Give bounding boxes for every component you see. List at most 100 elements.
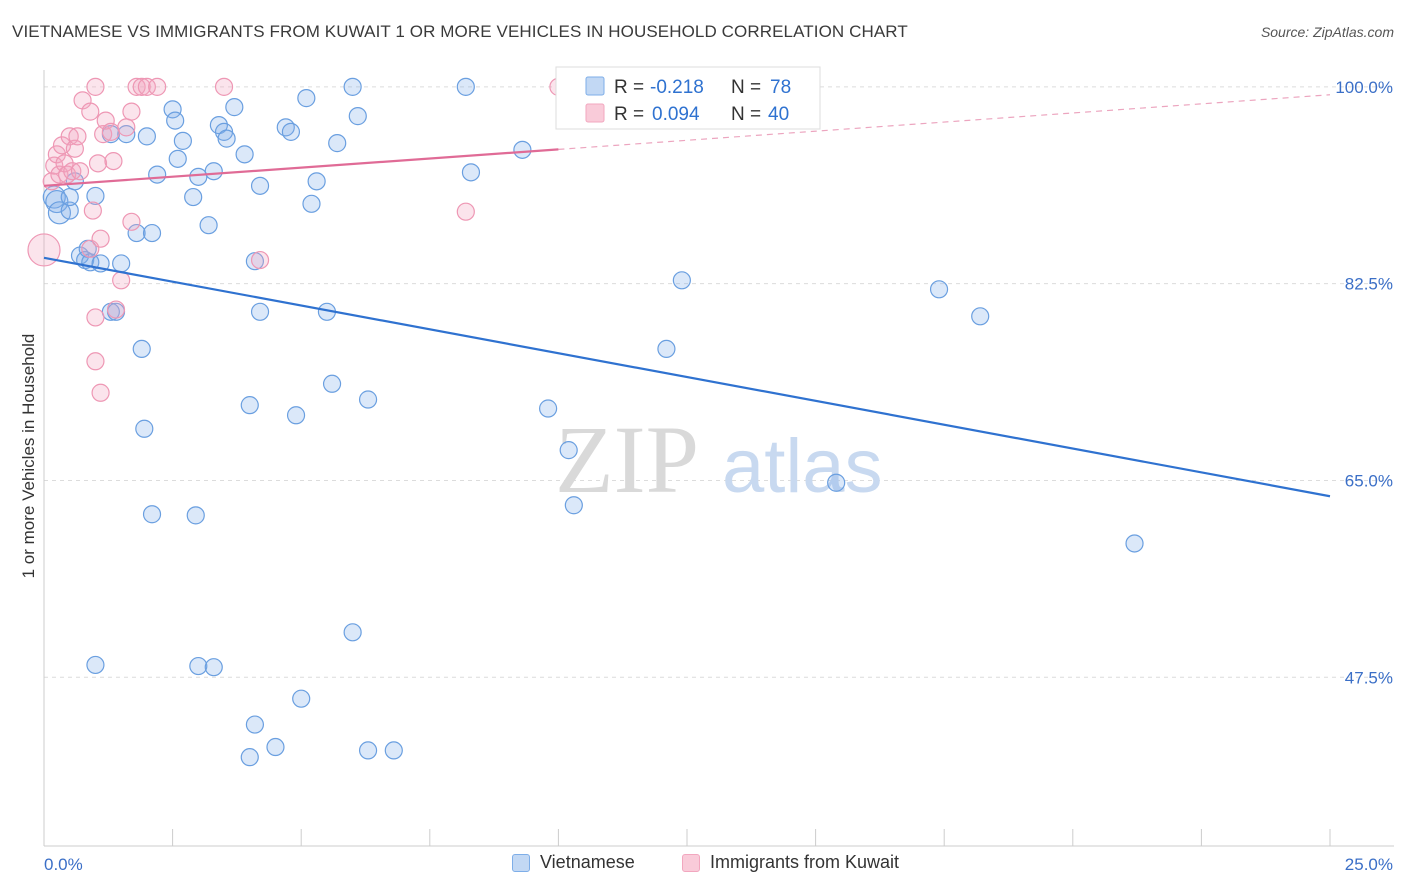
vietnamese-point-73: [343, 623, 362, 642]
vietnamese-point-28: [184, 187, 203, 207]
vietnamese-point-31: [199, 216, 218, 235]
kuwait-point-20: [91, 383, 110, 402]
kuwait-point-21: [91, 229, 110, 248]
vietnamese-point-22: [142, 505, 162, 524]
vietnamese-point-25: [166, 111, 185, 130]
kuwait-point-19: [88, 154, 108, 173]
stats-legend: R = -0.218 N = 78 R = 0.094 N = 40: [555, 66, 821, 130]
vietnamese-point-3: [60, 201, 79, 220]
vietnamese-point-40: [250, 302, 270, 321]
vietnamese-point-18: [132, 339, 151, 359]
legend-swatch-kuwait-bottom: [682, 853, 700, 872]
kuwait-point-33: [137, 77, 156, 96]
vietnamese-point-62: [827, 473, 846, 492]
vietnamese-point-57: [539, 399, 558, 418]
kuwait-point-27: [112, 271, 131, 290]
vietnamese-point-58: [559, 441, 578, 460]
kuwait-point-37: [456, 202, 475, 221]
legend-n-value-2: 40: [768, 104, 789, 125]
vietnamese-point-60: [672, 271, 691, 290]
y-tick-labels: 100.0% 82.5% 65.0% 47.5%: [1335, 78, 1393, 687]
vietnamese-point-68: [204, 658, 223, 677]
vietnamese-point-61: [657, 339, 676, 359]
kuwait-trend-extension: [558, 94, 1331, 150]
kuwait-point-36: [250, 250, 270, 270]
y-tick-label-2: 65.0%: [1345, 471, 1393, 490]
vietnamese-point-55: [461, 163, 481, 182]
vietnamese-point-45: [297, 89, 316, 108]
legend-swatch-kuwait: [585, 103, 605, 123]
kuwait-point-11: [68, 127, 87, 146]
watermark-atlas: atlas: [722, 424, 883, 509]
kuwait-point-12: [70, 162, 90, 181]
vietnamese-point-69: [245, 715, 265, 734]
legend-swatch-vietnamese: [585, 76, 605, 96]
vietnamese-point-50: [328, 134, 347, 153]
kuwait-trend-line: [43, 148, 559, 187]
kuwait-point-15: [81, 102, 100, 121]
vietnamese-point-54: [456, 77, 475, 96]
y-tick-label-0: 100.0%: [1335, 78, 1393, 97]
vietnamese-point-44: [286, 406, 306, 425]
x-tick-label-min: 0.0%: [44, 855, 83, 874]
kuwait-point-39: [86, 77, 105, 96]
vietnamese-point-64: [971, 307, 990, 326]
vietnamese-point-35: [217, 129, 236, 148]
vietnamese-point-46: [302, 194, 321, 213]
vietnamese-trend-line: [43, 256, 1331, 498]
vietnamese-point-16: [117, 125, 136, 144]
watermark: ZIP atlas: [555, 406, 883, 513]
kuwait-point-16: [83, 201, 102, 220]
vietnamese-point-70: [240, 748, 259, 767]
vietnamese-point-43: [281, 122, 301, 141]
chart-source: Source: ZipAtlas.com: [1260, 24, 1394, 40]
vietnamese-point-47: [307, 172, 326, 191]
legend-item-vietnamese: Vietnamese: [512, 852, 635, 873]
vietnamese-point-72: [292, 689, 311, 708]
series-legend: Vietnamese Immigrants from Kuwait: [0, 852, 1406, 878]
vietnamese-point-2: [47, 201, 72, 225]
legend-label-kuwait: Immigrants from Kuwait: [710, 852, 900, 872]
legend-r-value-1: -0.218: [650, 77, 704, 98]
vietnamese-point-17: [127, 223, 146, 243]
vietnamese-point-38: [240, 396, 259, 415]
kuwait-point-23: [96, 111, 115, 130]
vietnamese-point-59: [564, 496, 583, 515]
kuwait-point-0: [27, 233, 61, 267]
axes: [43, 70, 1394, 847]
vietnamese-point-20: [137, 127, 156, 146]
kuwait-point-9: [63, 162, 82, 181]
vietnamese-point-41: [250, 176, 270, 195]
kuwait-point-25: [104, 151, 123, 171]
vietnamese-point-21: [142, 223, 162, 243]
kuwait-point-28: [117, 118, 136, 137]
vietnamese-point-56: [513, 140, 532, 159]
vietnamese-point-66: [86, 655, 105, 675]
vietnamese-point-32: [204, 162, 223, 181]
vietnamese-point-24: [163, 100, 182, 119]
vietnamese-point-65: [1125, 534, 1144, 553]
y-tick-label-1: 82.5%: [1345, 275, 1393, 294]
vietnamese-point-49: [322, 374, 342, 393]
kuwait-point-24: [101, 122, 120, 141]
trend-lines: [43, 94, 1331, 498]
vietnamese-point-26: [168, 149, 187, 168]
data-points: [27, 77, 1144, 767]
chart-title: VIETNAMESE VS IMMIGRANTS FROM KUWAIT 1 O…: [12, 22, 908, 41]
legend-swatch-vietnamese-bottom: [512, 853, 530, 872]
vietnamese-point-27: [173, 131, 192, 150]
legend-item-kuwait: Immigrants from Kuwait: [682, 852, 899, 873]
legend-label-vietnamese: Vietnamese: [540, 852, 635, 872]
vietnamese-point-63: [929, 280, 949, 299]
vietnamese-point-10: [86, 186, 105, 206]
x-tick-labels: 0.0% 25.0%: [44, 855, 1393, 874]
vietnamese-point-19: [135, 419, 154, 438]
vietnamese-point-37: [235, 145, 254, 164]
legend-n-label-2: N =: [731, 104, 761, 125]
kuwait-point-35: [214, 77, 234, 96]
vietnamese-point-75: [384, 741, 403, 760]
legend-r-value-2: 0.094: [652, 104, 700, 125]
y-tick-label-3: 47.5%: [1345, 668, 1393, 687]
kuwait-point-32: [132, 77, 151, 96]
